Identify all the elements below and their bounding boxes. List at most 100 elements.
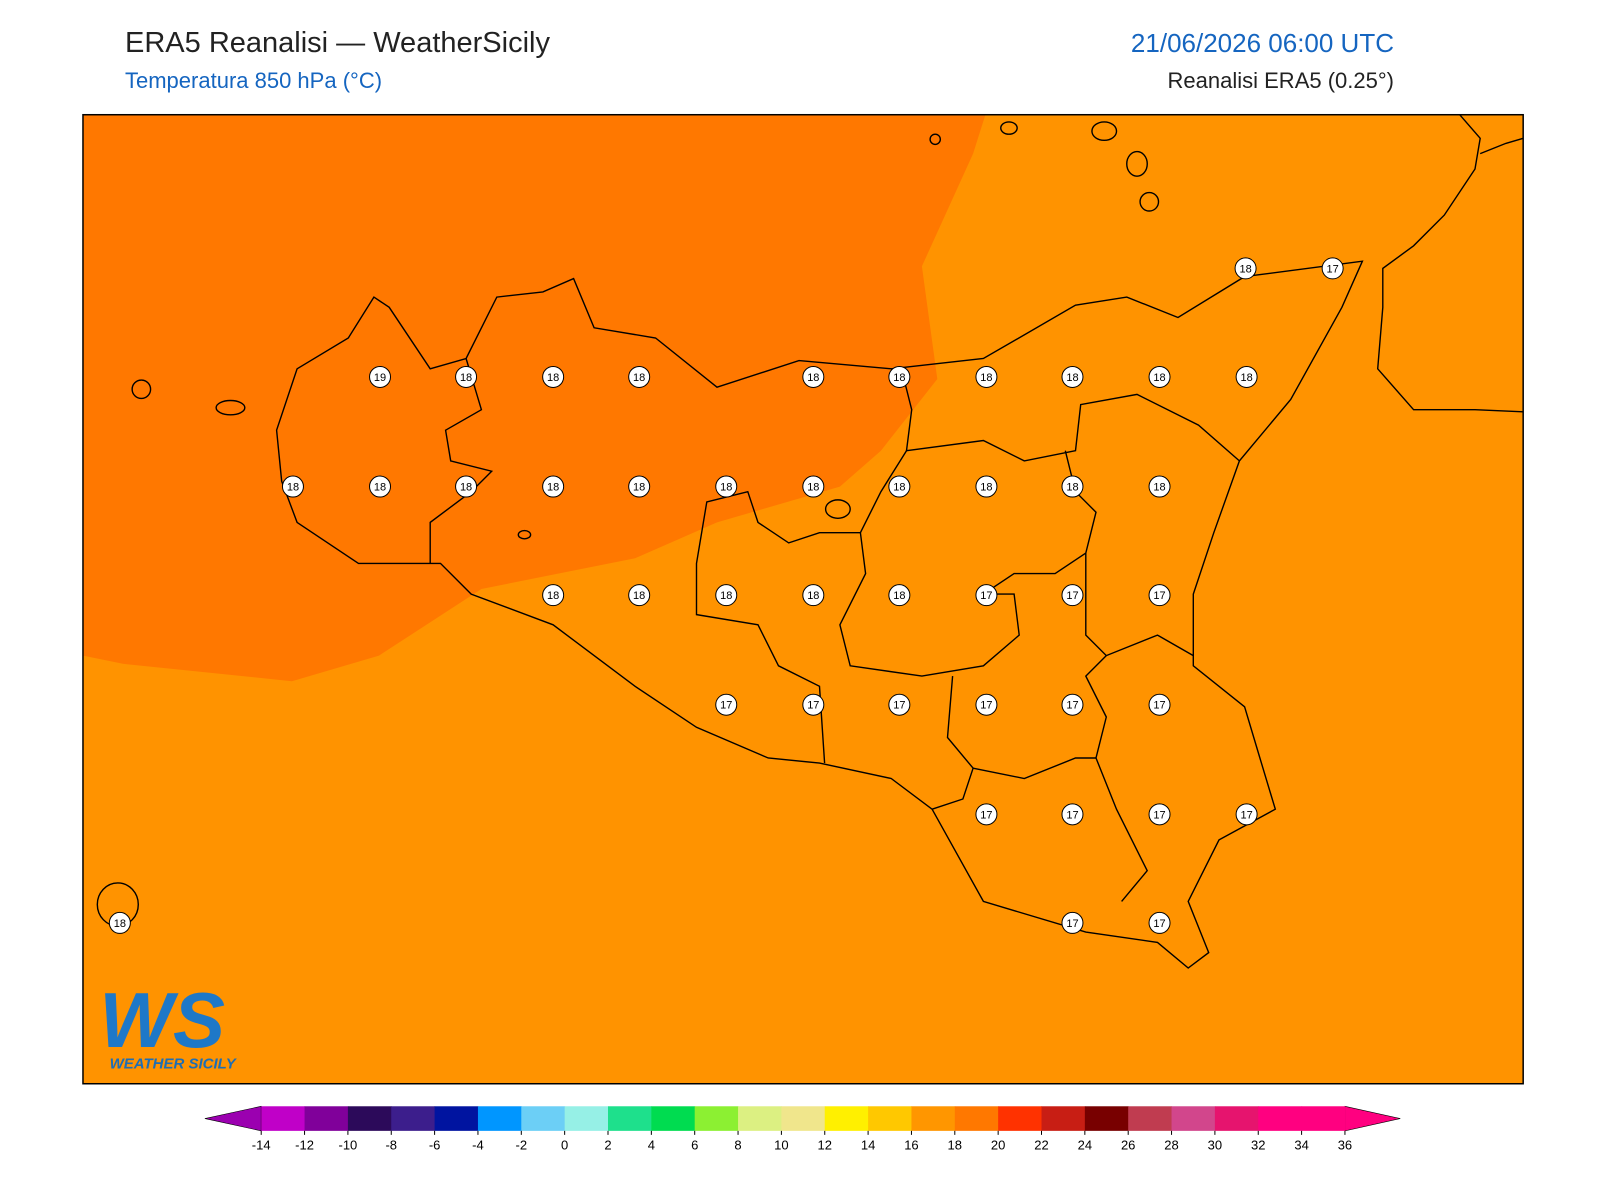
station-value: 17	[980, 809, 992, 821]
station-marker	[1321, 257, 1344, 280]
station-marker	[542, 584, 565, 607]
colorbar-segment	[781, 1106, 826, 1131]
station-value: 17	[1153, 700, 1165, 712]
colorbar-segment	[261, 1106, 306, 1131]
station-marker	[455, 475, 478, 498]
station-marker	[802, 365, 825, 388]
station-marker	[1148, 803, 1171, 826]
station-marker	[802, 693, 825, 716]
station-value: 18	[633, 372, 645, 384]
province-border	[900, 368, 1240, 462]
colorbar-tick-label: 4	[648, 1137, 655, 1152]
colorbar-segment	[824, 1106, 869, 1131]
station-marker	[1148, 475, 1171, 498]
station-value: 18	[893, 372, 905, 384]
colorbar-tick-label: 6	[691, 1137, 698, 1152]
station-value: 18	[633, 590, 645, 602]
colorbar-segment	[1301, 1106, 1346, 1131]
station-value: 17	[1153, 918, 1165, 930]
colorbar-segment	[1084, 1106, 1129, 1131]
station-value: 17	[1240, 809, 1252, 821]
colorbar-segment	[477, 1106, 522, 1131]
province-border	[429, 358, 494, 564]
station-value: 18	[720, 482, 732, 494]
colorbar-segment	[651, 1106, 696, 1131]
station-value: 18	[1153, 482, 1165, 494]
station-value: 18	[893, 590, 905, 602]
colorbar-tick-label: 14	[861, 1137, 875, 1152]
station-value: 18	[547, 590, 559, 602]
station-value: 18	[980, 372, 992, 384]
station-value: 18	[460, 482, 472, 494]
colorbar-segment	[304, 1106, 349, 1131]
colorbar-segment	[391, 1106, 436, 1131]
station-value: 18	[807, 372, 819, 384]
colorbar-segment	[1128, 1106, 1173, 1131]
station-marker	[1148, 693, 1171, 716]
colorbar-tick-label: 34	[1294, 1137, 1308, 1152]
island	[131, 379, 152, 400]
station-marker	[975, 365, 998, 388]
station-marker	[542, 475, 565, 498]
colorbar: -14 -12 -10 -8 -6 -4 -2 0 2 4 6 8 10 12 14 16 18 20 22 24 26…	[204, 1105, 1401, 1152]
colorbar-segment	[1041, 1106, 1086, 1131]
colorbar-tick-label: 26	[1121, 1137, 1135, 1152]
station-marker	[1061, 475, 1084, 498]
colorbar-tick-label: -4	[472, 1137, 484, 1152]
colorbar-tick-label: -14	[252, 1137, 271, 1152]
station-marker	[1148, 911, 1171, 934]
island	[1126, 150, 1148, 177]
colorbar-tick-label: 16	[904, 1137, 918, 1152]
station-marker	[628, 475, 651, 498]
station-value: 17	[980, 590, 992, 602]
colorbar-over	[1344, 1105, 1401, 1132]
colorbar-tick-label: 36	[1338, 1137, 1352, 1152]
station-marker	[108, 911, 131, 934]
island	[929, 133, 942, 146]
station-value: 18	[287, 482, 299, 494]
station-value: 18	[633, 482, 645, 494]
station-marker	[1148, 365, 1171, 388]
colorbar-tick-label: 18	[948, 1137, 962, 1152]
station-marker	[1235, 803, 1258, 826]
station-marker	[1061, 911, 1084, 934]
colorbar-tick-label: 24	[1078, 1137, 1092, 1152]
station-marker	[1061, 693, 1084, 716]
station-value: 18	[980, 482, 992, 494]
station-marker	[369, 475, 392, 498]
station-value: 17	[893, 700, 905, 712]
colorbar-tick-label: 32	[1251, 1137, 1265, 1152]
island	[215, 399, 246, 416]
station-marker	[888, 475, 911, 498]
station-value: 17	[1066, 700, 1078, 712]
colorbar-segment	[998, 1106, 1042, 1131]
colorbar-tick-label: 12	[818, 1137, 832, 1152]
colorbar-segment	[521, 1106, 566, 1131]
station-marker	[1061, 584, 1084, 607]
colorbar-tick-label: 30	[1208, 1137, 1222, 1152]
station-value: 18	[720, 590, 732, 602]
colorbar-tick-label: 22	[1034, 1137, 1048, 1152]
colorbar-segment	[954, 1106, 999, 1131]
colorbar-tick-label: 2	[604, 1137, 611, 1152]
station-value: 17	[1153, 809, 1165, 821]
colorbar-segment	[434, 1106, 479, 1131]
colorbar-segment	[1214, 1106, 1259, 1131]
station-marker	[888, 584, 911, 607]
colorbar-under	[204, 1105, 262, 1132]
station-marker	[802, 475, 825, 498]
colorbar-segment	[694, 1106, 739, 1131]
datetime: 21/06/2026 06:00 UTC	[1131, 28, 1394, 58]
colorbar-segment	[347, 1106, 392, 1131]
colorbar-tick-label: -2	[516, 1137, 528, 1152]
logo-mark: WS	[99, 976, 225, 1064]
colorbar-segment	[911, 1106, 956, 1131]
station-value: 18	[114, 918, 126, 930]
logo-text: WEATHER SICILY	[110, 1055, 238, 1072]
station-value: 18	[1240, 372, 1252, 384]
colorbar-segment	[868, 1106, 912, 1131]
colorbar-tick-label: -6	[429, 1137, 441, 1152]
station-value: 17	[807, 700, 819, 712]
coastline-sicily	[275, 260, 1364, 969]
station-marker	[369, 365, 392, 388]
